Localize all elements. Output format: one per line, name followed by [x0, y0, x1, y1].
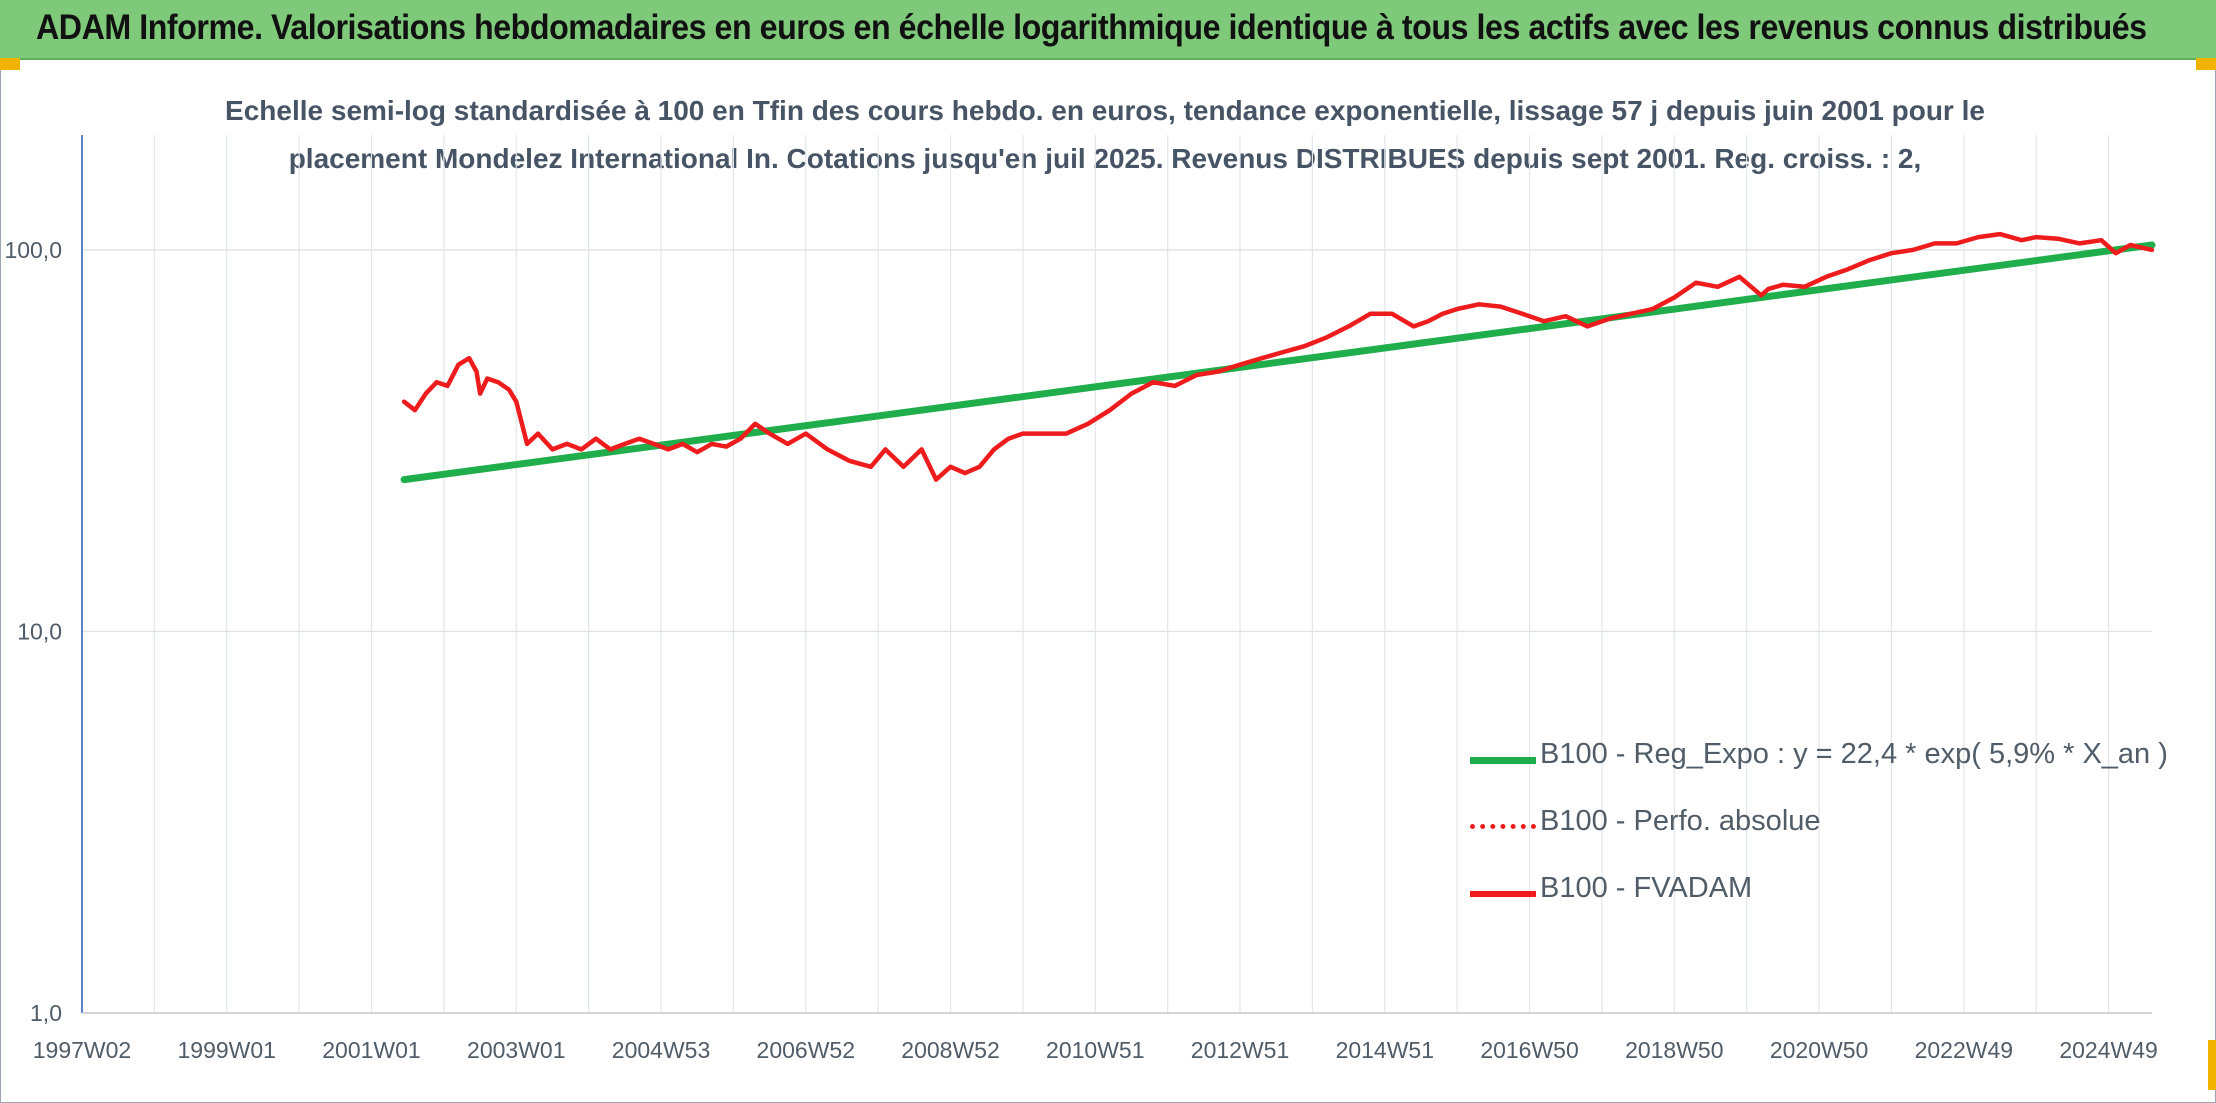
grid-layer — [81, 135, 2152, 1014]
legend-label-trend: B100 - Reg_Expo : y = 22,4 * exp( 5,9% *… — [1540, 738, 2168, 770]
series-layer — [400, 231, 2156, 484]
legend-swatch-trend — [1470, 757, 1536, 764]
x-tick-label: 2006W52 — [757, 1037, 855, 1063]
y-tick-label: 100,0 — [4, 237, 62, 263]
x-tick-label: 2022W49 — [1915, 1037, 2013, 1063]
x-tick-label: 2016W50 — [1480, 1037, 1578, 1063]
y-tick-label: 1,0 — [30, 1000, 62, 1026]
x-tick-label: 1997W02 — [33, 1037, 131, 1063]
x-tick-label: 2008W52 — [901, 1037, 999, 1063]
x-tick-label: 2024W49 — [2059, 1037, 2157, 1063]
header-bar: ADAM Informe. Valorisations hebdomadaire… — [0, 0, 2216, 60]
x-tick-label: 2012W51 — [1191, 1037, 1289, 1063]
x-tick-label: 2018W50 — [1625, 1037, 1723, 1063]
chart-subtitle-line-2: placement Mondelez International In. Cot… — [288, 143, 1922, 174]
chart-subtitle-line-1: Echelle semi-log standardisée à 100 en T… — [225, 95, 1985, 126]
x-tick-label: 2014W51 — [1336, 1037, 1434, 1063]
axis-layer — [81, 135, 2152, 1014]
x-tick-label: 2003W01 — [467, 1037, 565, 1063]
legend-label-fvadam: B100 - FVADAM — [1540, 872, 1753, 904]
series-line-trend — [400, 241, 2156, 484]
legend-swatch-perf — [1470, 824, 1536, 829]
x-tick-label: 1999W01 — [178, 1037, 276, 1063]
x-tick-label: 2010W51 — [1046, 1037, 1144, 1063]
x-tick-label: 2020W50 — [1770, 1037, 1868, 1063]
corner-marker-top-left — [0, 58, 20, 70]
series-line-fvadam — [401, 231, 2155, 482]
corner-marker-bottom-right — [2208, 1040, 2216, 1090]
legend-label-perf: B100 - Perfo. absolue — [1540, 805, 1821, 837]
y-tick-label: 10,0 — [17, 618, 62, 644]
corner-marker-top-right — [2196, 58, 2216, 70]
page-title: ADAM Informe. Valorisations hebdomadaire… — [36, 8, 2147, 47]
x-tick-label: 2001W01 — [322, 1037, 420, 1063]
x-tick-label: 2004W53 — [612, 1037, 710, 1063]
tick-label-layer: 1,0 10,0 100,0 1997W02 1999W01 2001W01 2003W01… — [4, 237, 2157, 1063]
legend-swatch-fvadam — [1470, 891, 1536, 897]
